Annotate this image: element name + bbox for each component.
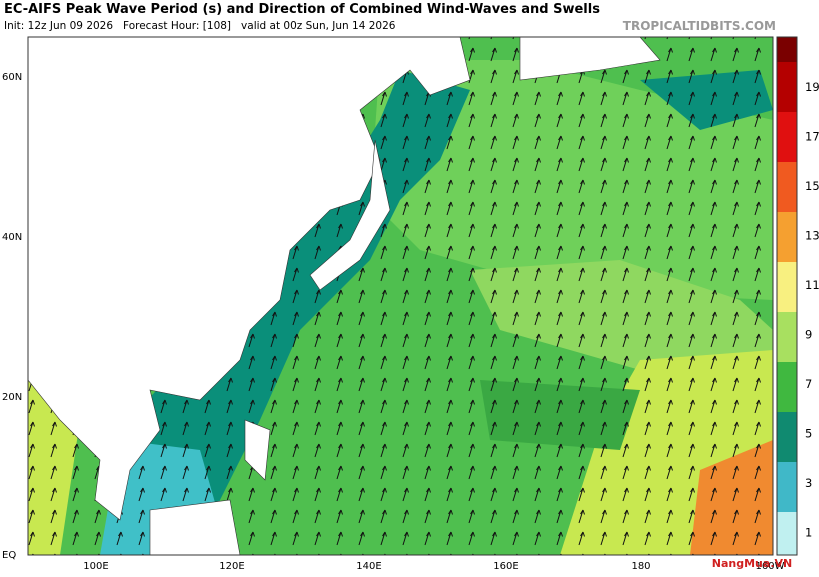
colorbar-label: 11 bbox=[805, 278, 819, 292]
colorbar-label: 13 bbox=[805, 229, 819, 243]
colorbar-label: 19 bbox=[805, 80, 819, 94]
colorbar-label: 7 bbox=[805, 377, 812, 391]
title: EC-AIFS Peak Wave Period (s) and Directi… bbox=[4, 2, 600, 17]
colorbar-label: 1 bbox=[805, 526, 812, 540]
colorbar-label: 5 bbox=[805, 427, 812, 441]
source: TROPICALTIDBITS.COM bbox=[623, 19, 776, 33]
colorbar-label: 17 bbox=[805, 130, 819, 144]
lat-label: 40N bbox=[2, 232, 22, 243]
borneo bbox=[149, 499, 241, 555]
lon-label: 160E bbox=[493, 561, 518, 572]
colorbar-label: 15 bbox=[805, 179, 819, 193]
lon-label: 180 bbox=[631, 561, 650, 572]
colorbar-label: 3 bbox=[805, 476, 812, 490]
lon-label: 140E bbox=[356, 561, 381, 572]
lat-label: 60N bbox=[2, 72, 22, 83]
lat-label: 20N bbox=[2, 392, 22, 403]
philippines bbox=[244, 419, 271, 481]
land bbox=[28, 37, 471, 521]
subtitle: Init: 12z Jun 09 2026 Forecast Hour: [10… bbox=[4, 20, 396, 32]
colorbar-label: 9 bbox=[805, 328, 812, 342]
map bbox=[28, 37, 773, 555]
lon-label: 120E bbox=[219, 561, 244, 572]
lon-label: 100E bbox=[83, 561, 108, 572]
land bbox=[519, 37, 661, 81]
lat-label: EQ bbox=[2, 550, 16, 561]
lon-label: 160W bbox=[756, 561, 785, 572]
watermark: NangMua.VN bbox=[712, 557, 792, 570]
japan bbox=[309, 139, 391, 291]
map-frame bbox=[27, 36, 774, 556]
colorbar bbox=[776, 36, 798, 556]
